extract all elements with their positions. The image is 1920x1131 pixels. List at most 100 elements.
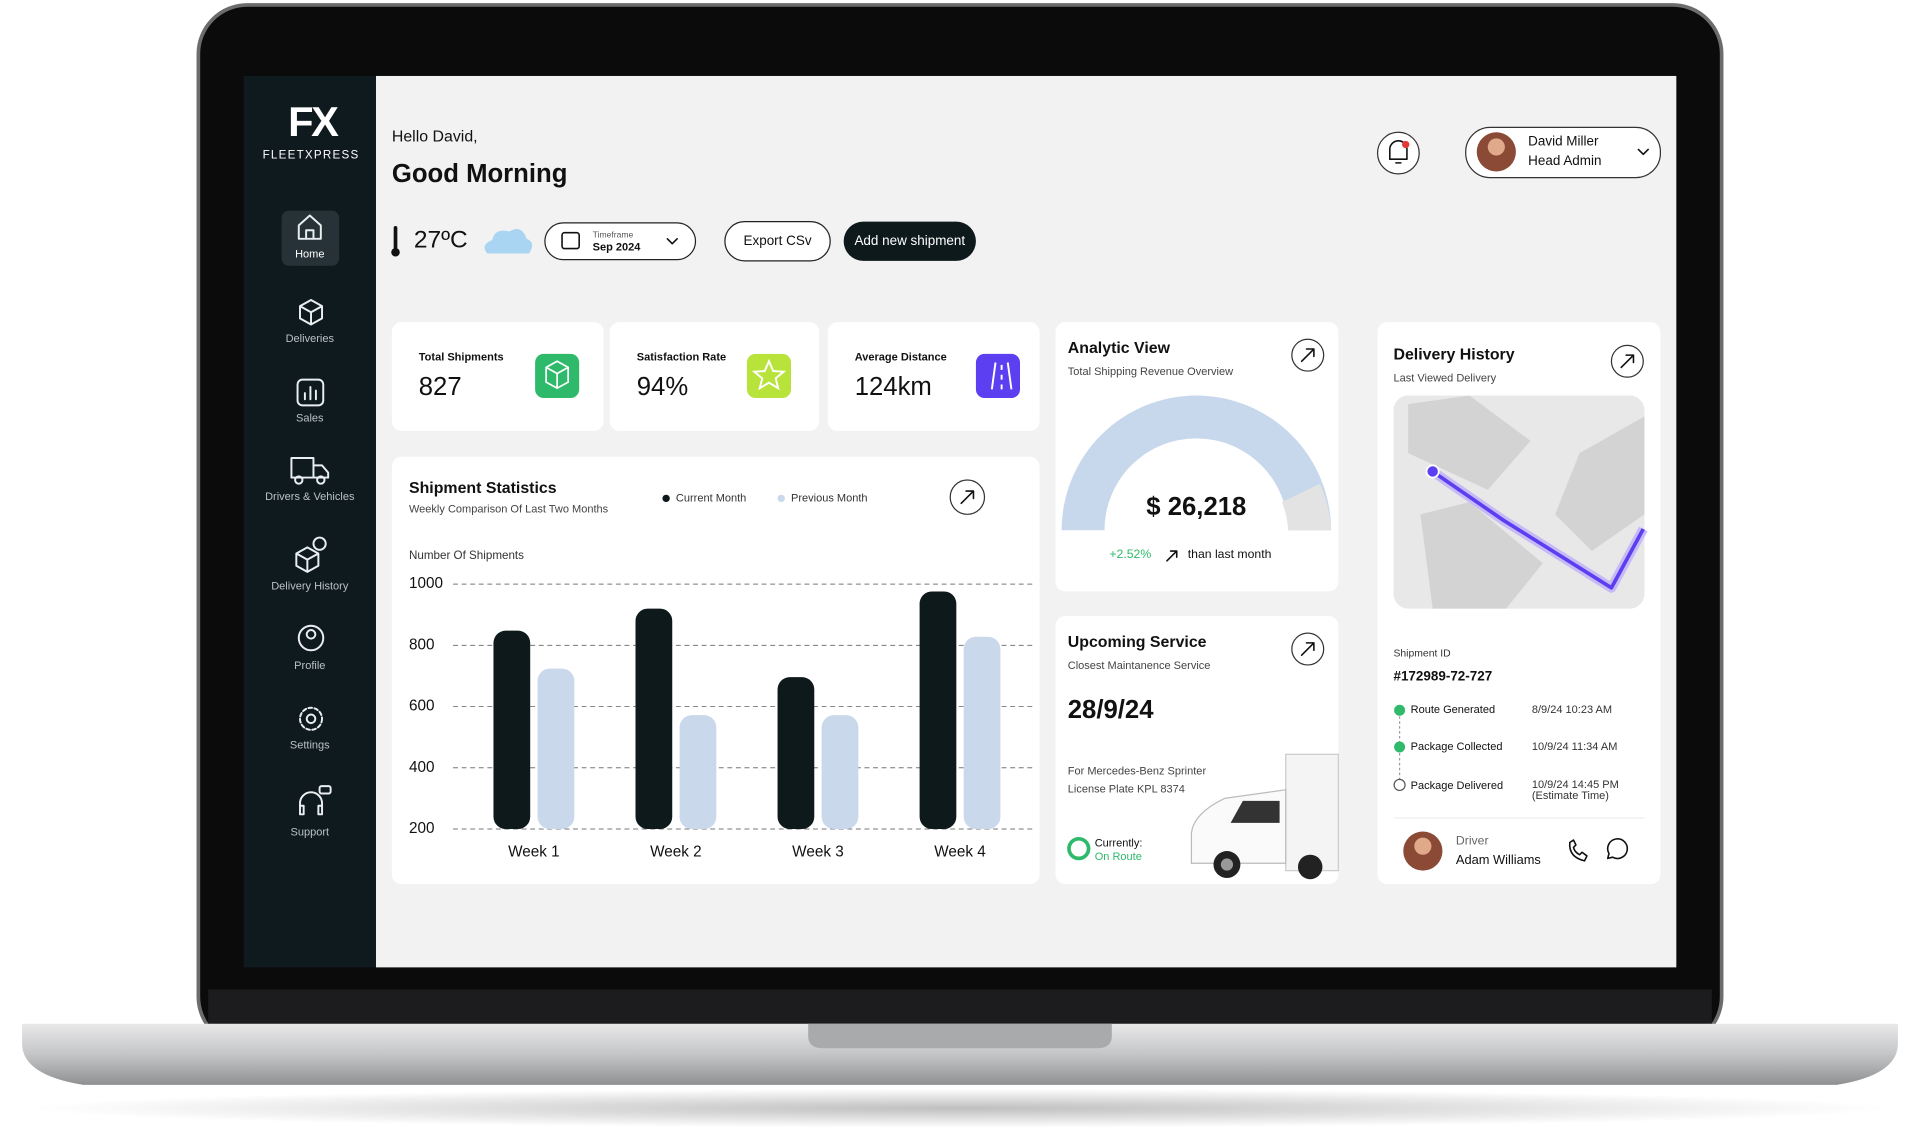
- card-subtitle: Total Shipping Revenue Overview: [1068, 366, 1233, 378]
- nav-label: Deliveries: [286, 333, 335, 345]
- arrow-icon: [1620, 354, 1635, 369]
- expand-button[interactable]: [1610, 344, 1644, 378]
- export-button[interactable]: Export CSv: [724, 221, 831, 262]
- bell-circle: [1376, 131, 1420, 175]
- sales-icon: [296, 378, 325, 407]
- bar: [493, 630, 531, 830]
- cloud-icon: [484, 229, 533, 254]
- step-dot: [1394, 704, 1406, 716]
- x-tick-label: Week 3: [792, 843, 844, 860]
- route-start: [1425, 464, 1440, 479]
- road-glyph: [990, 362, 1013, 390]
- bar: [963, 636, 1001, 830]
- export-pill: [724, 221, 831, 262]
- profile-icon: [297, 624, 325, 652]
- nav-drivers[interactable]: Drivers & Vehicles: [265, 457, 355, 503]
- box-glyph: [545, 360, 570, 390]
- nav-profile[interactable]: Profile: [294, 624, 325, 672]
- wheel: [294, 475, 304, 485]
- chat-button[interactable]: [1606, 838, 1629, 860]
- nav-deliveries[interactable]: Deliveries: [286, 299, 335, 345]
- expand-button[interactable]: [1291, 632, 1325, 666]
- stat-icon: [746, 353, 792, 398]
- stat-label: Total Shipments: [419, 351, 504, 363]
- user-role: Head Admin: [1528, 153, 1601, 168]
- timeframe-pill: [544, 222, 697, 261]
- call-button[interactable]: [1568, 839, 1588, 862]
- nav-label: Delivery History: [271, 580, 349, 592]
- wheel: [316, 475, 326, 485]
- y-axis-label: Number Of Shipments: [409, 549, 524, 562]
- status: On Route: [1095, 851, 1142, 863]
- history-icon: [295, 546, 320, 573]
- y-tick-label: 200: [409, 820, 435, 837]
- nav-support[interactable]: Support: [290, 785, 332, 839]
- nav-settings[interactable]: Settings: [290, 706, 330, 752]
- card-title: Delivery History: [1393, 346, 1514, 363]
- bell-icon: [1389, 140, 1408, 164]
- nav-home[interactable]: Home: [295, 214, 324, 261]
- route: [1431, 469, 1645, 590]
- legend-dot: [777, 494, 785, 503]
- laptop-base: [22, 1023, 1898, 1085]
- bar: [919, 591, 957, 830]
- calendar-icon: [561, 231, 580, 250]
- temperature: 27ºC: [414, 227, 468, 254]
- wheel: [1297, 854, 1323, 880]
- nav-sales[interactable]: Sales: [296, 378, 325, 425]
- timeframe-value: Sep 2024: [593, 241, 642, 253]
- step-label: Route Generated: [1411, 704, 1496, 716]
- timeframe-select[interactable]: Timeframe Sep 2024: [544, 222, 697, 261]
- card-subtitle: Last Viewed Delivery: [1393, 372, 1496, 384]
- nav-label: Settings: [290, 740, 330, 752]
- x-tick-label: Week 2: [650, 843, 702, 860]
- export-label: Export CSv: [744, 233, 812, 248]
- add-shipment-button[interactable]: Add new shipment: [843, 221, 976, 261]
- bar: [777, 677, 815, 830]
- nav-delivery-history[interactable]: Delivery History: [271, 536, 349, 593]
- map[interactable]: [1393, 395, 1648, 609]
- card-title: Shipment Statistics: [409, 480, 557, 497]
- gear-center: [305, 713, 317, 725]
- analytic-card: [1055, 322, 1339, 592]
- nav-label: Home: [295, 249, 324, 261]
- stat-value: 94%: [637, 373, 688, 401]
- shipment-id: #172989-72-727: [1393, 669, 1492, 684]
- notifications[interactable]: [1376, 131, 1420, 175]
- star-glyph: [751, 358, 787, 391]
- step-time: 10/9/24 14:45 PM: [1532, 779, 1619, 791]
- step-label: Package Collected: [1411, 741, 1503, 753]
- arrow-icon: [1300, 348, 1315, 363]
- expand-button[interactable]: [1291, 338, 1325, 372]
- map-block: [1408, 395, 1531, 490]
- card-subtitle: Weekly Comparison Of Last Two Months: [409, 503, 609, 515]
- bell-dot: [1402, 140, 1410, 149]
- y-tick-label: 400: [409, 759, 435, 776]
- profile-head: [305, 629, 317, 640]
- nav-label: Drivers & Vehicles: [265, 491, 355, 503]
- card-title: Upcoming Service: [1068, 634, 1207, 651]
- home-icon: [297, 214, 322, 240]
- avatar-face: [1487, 138, 1505, 156]
- stat-value: 827: [419, 373, 462, 401]
- stat-value: 124km: [855, 373, 932, 401]
- laptop-notch: [808, 1023, 1112, 1049]
- hub: [1220, 858, 1234, 871]
- sales-bars: [303, 385, 317, 401]
- legend-label: Previous Month: [791, 492, 868, 504]
- user-menu[interactable]: David Miller Head Admin: [1465, 126, 1662, 179]
- nav-label: Support: [290, 827, 329, 839]
- clock: [312, 536, 327, 551]
- bezel-strip: [208, 989, 1712, 1027]
- bar-chart: 200 400 600 800 1000 Current Month Previous Mo…: [409, 492, 1035, 860]
- van-illustration: [1190, 753, 1339, 880]
- card-title: Analytic View: [1068, 340, 1171, 357]
- y-tick-label: 600: [409, 698, 435, 715]
- headset-icon: [299, 791, 324, 816]
- arrow-icon: [1300, 642, 1315, 656]
- stat-label: Satisfaction Rate: [637, 351, 726, 363]
- expand-button[interactable]: [949, 479, 986, 515]
